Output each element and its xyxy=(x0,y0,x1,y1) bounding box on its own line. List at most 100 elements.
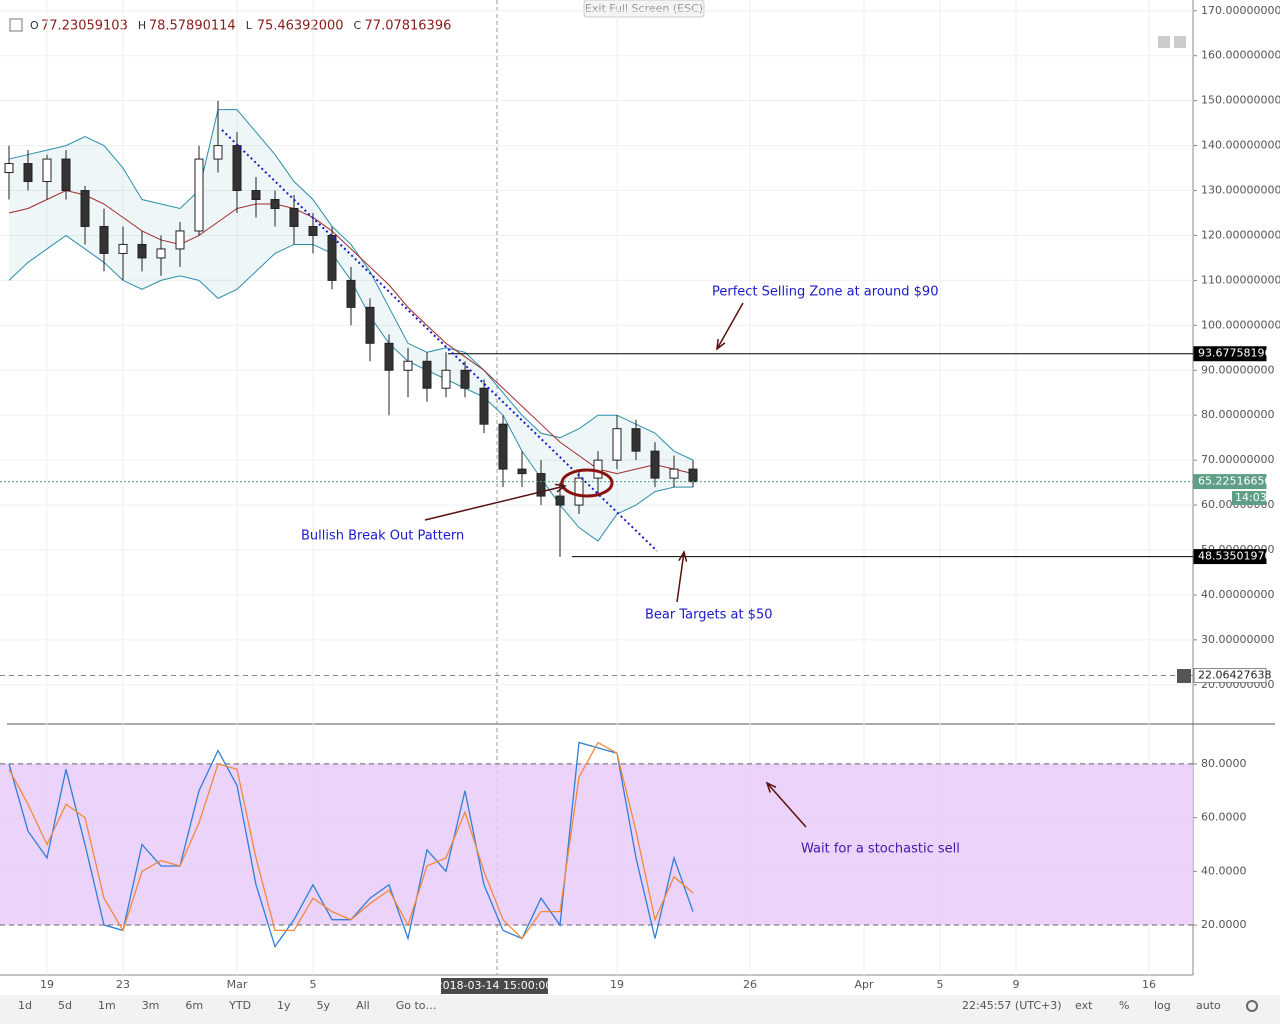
x-tick-label: 19 xyxy=(610,978,624,991)
exit-button-label[interactable]: Exit Full Screen (ESC) xyxy=(585,2,703,15)
arrow-head xyxy=(678,550,688,562)
ohlc-key: O xyxy=(30,19,39,32)
range-button[interactable]: 6m xyxy=(185,999,203,1012)
price-label-box xyxy=(1193,668,1267,684)
candle-body xyxy=(118,243,128,254)
plus-box xyxy=(1177,669,1191,683)
range-button[interactable]: Go to… xyxy=(396,999,437,1012)
exit-button[interactable] xyxy=(583,0,705,18)
y-tick-label: 110.00000000 xyxy=(1201,273,1280,286)
candle-body xyxy=(384,342,394,371)
trend-line xyxy=(221,129,658,552)
arrow-head xyxy=(555,483,567,493)
ohlc-value: 78.57890114 xyxy=(149,19,236,34)
x-tick-label: Mar xyxy=(227,978,248,991)
arrow xyxy=(676,551,685,603)
price-label: 22.06427638 xyxy=(1198,669,1271,682)
candle-body xyxy=(593,459,603,479)
x-tick-label: 9 xyxy=(1013,978,1020,991)
y-tick-label: 20.0000 xyxy=(1201,918,1247,931)
band-fill xyxy=(9,109,693,542)
candle-body xyxy=(612,428,622,461)
arrow-head xyxy=(765,781,777,793)
arrow-icon[interactable] xyxy=(1174,36,1186,48)
candle-body xyxy=(99,225,109,254)
candle-body xyxy=(555,495,565,506)
candle-body xyxy=(631,428,641,452)
candle-body xyxy=(80,190,90,227)
annotation: Bullish Break Out Pattern xyxy=(301,529,464,544)
candle-body xyxy=(4,163,14,174)
candle-body xyxy=(498,423,508,470)
candle-body xyxy=(346,279,356,308)
stoch-band xyxy=(0,763,1193,926)
breakout-ring xyxy=(560,468,614,498)
candle-body xyxy=(251,190,261,201)
range-button[interactable]: YTD xyxy=(228,999,251,1012)
arrow-head xyxy=(716,338,726,351)
y-tick-label: 40.00000000 xyxy=(1201,588,1274,601)
x-tick-label: Apr xyxy=(854,978,874,991)
option-button[interactable]: % xyxy=(1119,999,1129,1012)
y-tick-label: 160.00000000 xyxy=(1201,49,1280,62)
countdown-box xyxy=(1232,491,1266,505)
countdown: 14:03 xyxy=(1235,491,1267,504)
candle-body xyxy=(441,369,451,389)
y-tick-label: 130.00000000 xyxy=(1201,184,1280,197)
ohlc-key: L xyxy=(246,19,253,32)
settings-icon[interactable] xyxy=(1246,1000,1258,1012)
annotation: Perfect Selling Zone at around $90 xyxy=(712,285,938,300)
band-upper xyxy=(8,109,694,461)
arrow xyxy=(716,302,744,350)
x-tick-label: 26 xyxy=(743,978,757,991)
candle-body xyxy=(175,230,185,250)
toolbar-bg xyxy=(0,995,1280,1024)
crosshair-label: 2018-03-14 15:00:00 xyxy=(436,979,553,992)
candle-body xyxy=(517,468,527,475)
candle-body xyxy=(232,145,242,192)
crosshair-label-box xyxy=(441,978,548,994)
candle-body xyxy=(365,306,375,344)
option-button[interactable]: ext xyxy=(1075,999,1093,1012)
candle-body xyxy=(194,158,204,232)
range-button[interactable]: 3m xyxy=(142,999,160,1012)
y-tick-label: 170.00000000 xyxy=(1201,4,1280,17)
band-middle xyxy=(8,189,694,475)
price-label-box xyxy=(1193,346,1267,362)
ohlc-value: 77.07816396 xyxy=(365,19,452,34)
y-tick-label: 70.00000000 xyxy=(1201,453,1274,466)
arrow-icon[interactable] xyxy=(1158,36,1170,48)
candle-body xyxy=(460,369,470,389)
candle-body xyxy=(61,158,71,192)
range-button[interactable]: 1y xyxy=(277,999,291,1012)
range-button[interactable]: 5d xyxy=(58,999,72,1012)
x-tick-label: 19 xyxy=(40,978,54,991)
ohlc-key: H xyxy=(138,19,146,32)
price-label: 65.22516650 xyxy=(1198,475,1271,488)
range-button[interactable]: 5y xyxy=(317,999,331,1012)
candle-body xyxy=(213,145,223,160)
candle-body xyxy=(289,207,299,227)
candle-body xyxy=(23,163,33,183)
collapse-icon[interactable] xyxy=(9,18,23,32)
range-button[interactable]: 1d xyxy=(18,999,32,1012)
arrow xyxy=(766,782,807,828)
candle-body xyxy=(688,468,698,483)
clock: 22:45:57 (UTC+3) xyxy=(962,999,1062,1012)
range-button[interactable]: 1m xyxy=(98,999,116,1012)
candle-body xyxy=(137,243,147,259)
x-tick-label: 16 xyxy=(1142,978,1156,991)
y-tick-label: 40.0000 xyxy=(1201,864,1247,877)
candle-body xyxy=(42,158,52,183)
y-tick-label: 140.00000000 xyxy=(1201,139,1280,152)
price-label-box xyxy=(1193,549,1267,565)
range-button[interactable]: All xyxy=(356,999,370,1012)
y-tick-label: 100.00000000 xyxy=(1201,318,1280,331)
y-tick-label: 30.00000000 xyxy=(1201,633,1274,646)
candle-body xyxy=(156,248,166,259)
option-button[interactable]: log xyxy=(1154,999,1171,1012)
x-tick-label: 23 xyxy=(116,978,130,991)
option-button[interactable]: auto xyxy=(1196,999,1221,1012)
